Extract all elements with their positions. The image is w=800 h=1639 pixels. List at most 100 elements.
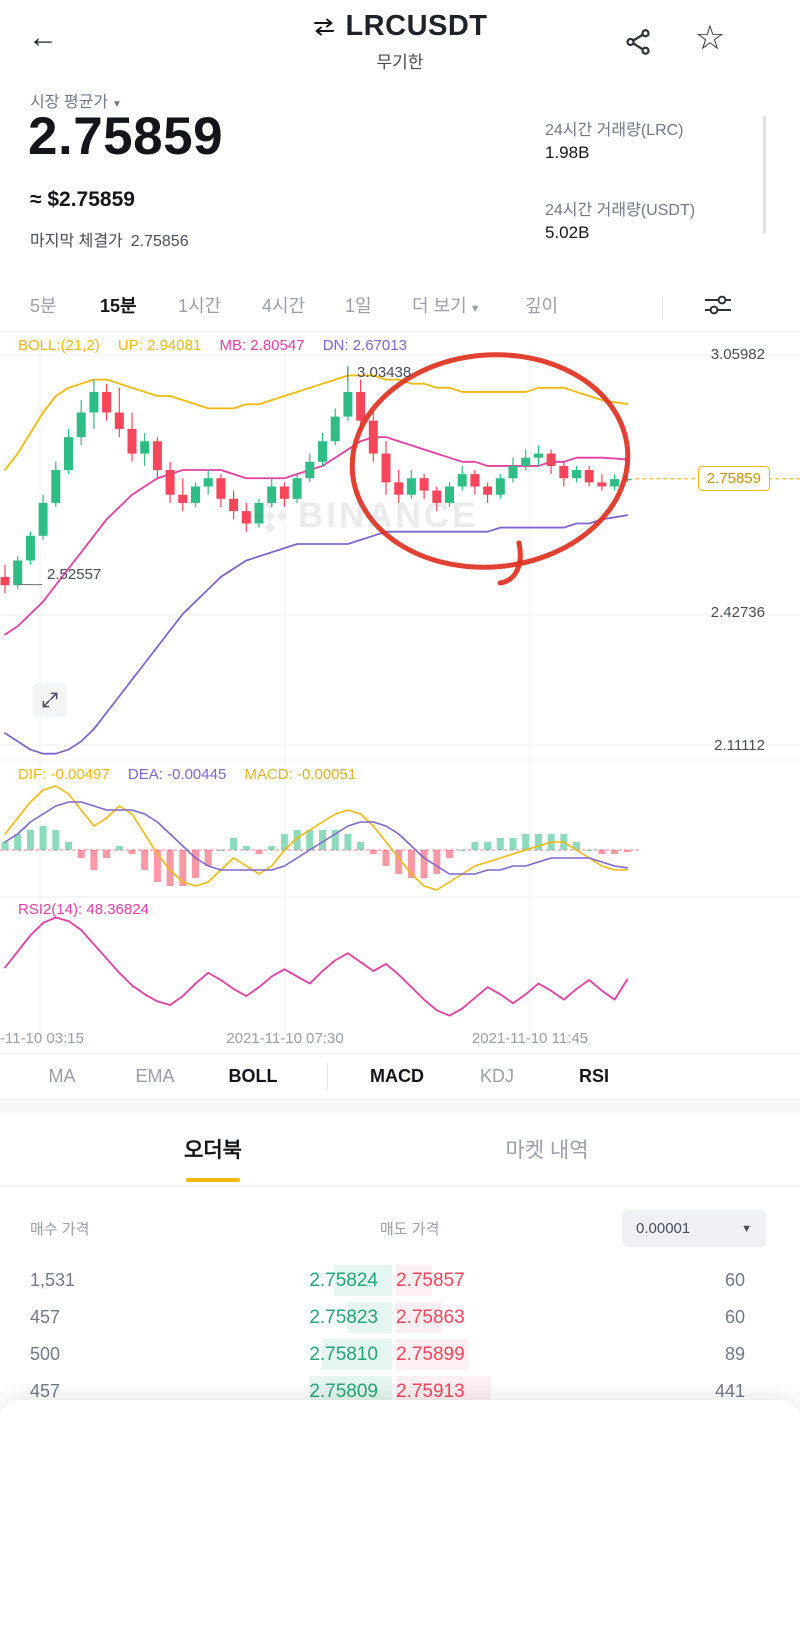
tab-15min[interactable]: 15분 (100, 296, 137, 316)
tab-5min[interactable]: 5분 (30, 296, 57, 316)
macd-value: MACD: -0.00051 (244, 766, 357, 783)
more-label: 더 보기 (412, 296, 467, 316)
x-axis-label-3: 2021-11-10 11:45 (471, 1030, 589, 1047)
tab-market-history[interactable]: 마켓 내역 (505, 1139, 589, 1162)
tab-orderbook[interactable]: 오더북 (184, 1139, 242, 1162)
binance-watermark: BINANCE (252, 496, 478, 536)
sliders-icon (705, 295, 731, 314)
divider (327, 1063, 328, 1090)
binance-logo-icon (253, 499, 287, 533)
volume-usdt-label: 24시간 거래량(USDT) (545, 202, 696, 219)
tab-more[interactable]: 더 보기 ▼ (412, 292, 481, 318)
section-separator (0, 1101, 800, 1113)
sell-quantity: 60 (724, 1307, 745, 1327)
share-icon (626, 28, 650, 55)
rsi-legend: RSI2(14): 48.36824 (18, 901, 163, 918)
indicator-tab-rsi[interactable]: RSI (578, 1066, 610, 1086)
sell-depth-bar (396, 1265, 432, 1296)
back-arrow-icon: ← (28, 21, 58, 54)
sell-price[interactable]: 2.75913 (396, 1381, 465, 1402)
volume-usdt-value: 5.02B (545, 223, 590, 242)
y-axis-label-high: 3.05982 (708, 346, 767, 363)
orderbook-row: 1,531 2.75824 2.75857 60 (0, 1262, 800, 1299)
boll-period-label: BOLL:(21,2) (18, 337, 100, 354)
sell-price-header: 매도 가격 (380, 1221, 440, 1238)
buy-price-header: 매수 가격 (30, 1221, 90, 1238)
x-axis-label-1: -11-10 03:15 (0, 1030, 84, 1047)
mark-price-label: 시장 평균가 (30, 94, 109, 111)
sell-price[interactable]: 2.75899 (396, 1344, 465, 1365)
buy-price[interactable]: 2.75824 (309, 1270, 378, 1291)
boll-legend: BOLL:(21,2) UP: 2.94081 MB: 2.80547 DN: … (18, 337, 421, 354)
x-axis-label-2: 2021-11-10 07:30 (226, 1030, 344, 1047)
indicator-tab-ema[interactable]: EMA (135, 1066, 175, 1086)
active-tab-underline (186, 1178, 240, 1182)
sell-depth-bar (396, 1302, 442, 1333)
swap-pair-icon (314, 18, 335, 35)
last-price-tag: 2.75859 (697, 466, 770, 491)
volume-lrc-label: 24시간 거래량(LRC) (545, 122, 684, 139)
tab-1hour[interactable]: 1시간 (178, 296, 222, 316)
chart-settings-button[interactable] (700, 292, 736, 320)
rsi-value: RSI2(14): 48.36824 (18, 901, 149, 918)
orderbook-row: 457 2.75823 2.75863 60 (0, 1299, 800, 1336)
price-chart[interactable] (0, 335, 800, 1040)
y-axis-label-mid: 2.42736 (708, 604, 767, 621)
buy-price[interactable]: 2.75809 (309, 1381, 378, 1402)
symbol-title-block[interactable]: LRCUSDT 무기한 (0, 10, 800, 73)
buy-depth-bar (322, 1339, 392, 1370)
sell-price[interactable]: 2.75857 (396, 1270, 465, 1291)
sell-price[interactable]: 2.75863 (396, 1307, 465, 1328)
indicator-tab-bar (0, 1053, 800, 1100)
buy-depth-bar (348, 1302, 392, 1333)
sell-depth-bar (396, 1339, 468, 1370)
sell-quantity: 441 (714, 1381, 745, 1401)
fullscreen-chart-button[interactable] (33, 683, 67, 717)
indicator-tab-ma[interactable]: MA (48, 1066, 76, 1086)
watermark-text: BINANCE (298, 496, 479, 535)
favorite-button[interactable]: ☆ (688, 16, 732, 60)
buy-depth-bar (334, 1265, 392, 1296)
divider (662, 296, 663, 320)
fiat-equivalent: ≈ $2.75859 (30, 188, 135, 211)
precision-dropdown[interactable]: 0.00001 ▼ (622, 1210, 766, 1247)
indicator-tab-boll[interactable]: BOLL (228, 1066, 278, 1086)
scroll-indicator (763, 116, 766, 234)
mark-price-selector[interactable]: 시장 평균가 ▼ (30, 88, 122, 112)
sell-quantity: 89 (724, 1344, 745, 1364)
indicator-tab-kdj[interactable]: KDJ (479, 1066, 515, 1086)
buy-price[interactable]: 2.75810 (309, 1344, 378, 1365)
boll-lower-value: DN: 2.67013 (322, 337, 407, 354)
share-button[interactable] (620, 26, 656, 60)
back-button[interactable]: ← (28, 18, 68, 58)
tab-4hour[interactable]: 4시간 (262, 296, 306, 316)
tab-1day[interactable]: 1일 (345, 296, 372, 316)
high-annotation: 3.03438 (357, 364, 412, 381)
chevron-down-icon: ▼ (469, 303, 481, 315)
buy-price[interactable]: 2.75823 (309, 1307, 378, 1328)
indicator-tab-macd[interactable]: MACD (370, 1066, 424, 1086)
orderbook-tab-bar (0, 1113, 800, 1186)
mark-price-value: 2.75859 (28, 107, 224, 166)
star-icon: ☆ (694, 19, 726, 57)
last-price-value: 2.75856 (130, 233, 189, 250)
symbol-title: LRCUSDT (345, 10, 488, 42)
sell-quantity: 60 (724, 1270, 745, 1290)
orderbook-row: 500 2.75810 2.75899 89 (0, 1336, 800, 1373)
buy-quantity: 1,531 (30, 1270, 76, 1290)
buy-quantity: 457 (30, 1381, 61, 1401)
dif-value: DIF: -0.00497 (18, 766, 110, 783)
y-axis-label-low: 2.11112 (712, 737, 767, 754)
volume-lrc-value: 1.98B (545, 143, 590, 162)
chevron-down-icon: ▼ (112, 99, 122, 110)
buy-quantity: 500 (30, 1344, 61, 1364)
last-price-label: 마지막 체결가 (30, 233, 123, 250)
macd-legend: DIF: -0.00497 DEA: -0.00445 MACD: -0.000… (18, 766, 370, 783)
boll-middle-value: MB: 2.80547 (219, 337, 305, 354)
precision-value: 0.00001 (636, 1220, 691, 1237)
tab-depth[interactable]: 깊이 (525, 296, 559, 316)
boll-upper-value: UP: 2.94081 (117, 337, 202, 354)
chevron-down-icon: ▼ (741, 1222, 752, 1235)
last-traded-price: 마지막 체결가 2.75856 (30, 227, 189, 251)
